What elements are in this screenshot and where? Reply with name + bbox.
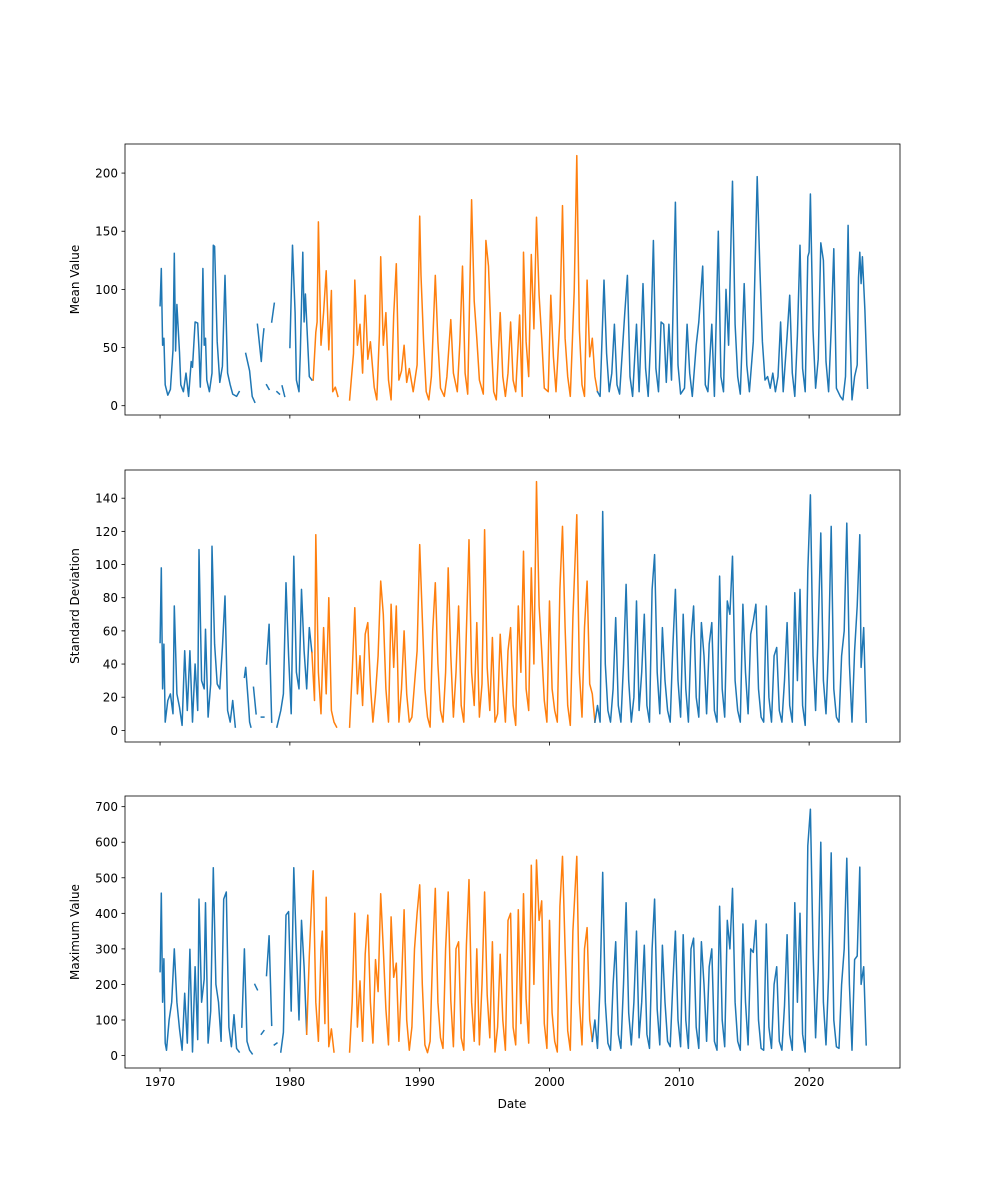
series-line [281, 384, 286, 398]
y-tick-label: 150 [95, 225, 118, 239]
x-axis-label: Date [498, 1097, 527, 1111]
y-tick-label: 20 [103, 691, 118, 705]
series-line [265, 623, 273, 723]
x-tick-label: 2000 [534, 1075, 565, 1089]
y-tick-label: 500 [95, 871, 118, 885]
series-line [270, 302, 276, 323]
x-tick-label: 1980 [275, 1075, 306, 1089]
x-tick-label: 1990 [404, 1075, 435, 1089]
axes-frame [124, 795, 901, 1069]
y-tick-label: 120 [95, 525, 118, 539]
y-axis-label: Maximum Value [68, 884, 82, 980]
series-line [348, 855, 594, 1054]
series-line [311, 533, 338, 729]
y-tick-label: 100 [95, 1014, 118, 1028]
axes-frame [124, 143, 901, 416]
y-tick-label: 400 [95, 907, 118, 921]
series-line [260, 1029, 265, 1036]
series-line [265, 934, 273, 1027]
y-tick-label: 60 [103, 624, 118, 638]
series-line [348, 480, 596, 728]
standard-deviation-panel: 0 20 40 60 80 100 120 140 Standard Deviation [68, 469, 901, 746]
series-line [241, 948, 254, 1055]
maximum-value-panel: 0 100 200 300 400 500 600 700 1970 1980 1990 2000 20… [68, 795, 901, 1111]
y-tick-label: 100 [95, 283, 118, 297]
y-tick-label: 0 [110, 1049, 118, 1063]
series-line [253, 983, 259, 991]
series-line [279, 867, 308, 1053]
series-line [348, 154, 599, 401]
subplots: 0 50 100 150 200 Mean Value 0 20 40 60 80 100 120 140… [68, 143, 901, 1111]
y-tick-label: 600 [95, 836, 118, 850]
series-line [289, 244, 313, 393]
axes-frame [124, 469, 901, 743]
y-tick-label: 140 [95, 492, 118, 506]
y-tick-label: 80 [103, 591, 118, 605]
series-line [265, 383, 271, 391]
mean-value-panel: 0 50 100 150 200 Mean Value [68, 143, 901, 419]
y-tick-label: 0 [110, 724, 118, 738]
series-line [273, 1042, 278, 1046]
series-line [244, 352, 256, 404]
series-line [591, 808, 867, 1053]
y-tick-label: 200 [95, 167, 118, 181]
y-tick-label: 200 [95, 978, 118, 992]
y-axis-label: Mean Value [68, 245, 82, 314]
x-tick-label: 1970 [145, 1075, 176, 1089]
y-tick-label: 100 [95, 558, 118, 572]
series-line [312, 221, 339, 398]
plot-area [159, 154, 869, 404]
y-axis-label: Standard Deviation [68, 548, 82, 664]
x-tick-label: 2020 [794, 1075, 825, 1089]
series-line [159, 545, 237, 728]
y-tick-label: 700 [95, 800, 118, 814]
y-tick-label: 50 [103, 341, 118, 355]
plot-area [159, 480, 867, 729]
series-line [243, 666, 252, 729]
series-line [275, 555, 313, 729]
series-line [256, 323, 265, 363]
series-line [275, 390, 281, 396]
y-tick-label: 0 [110, 399, 118, 413]
series-line [159, 244, 241, 398]
y-tick-label: 40 [103, 658, 118, 672]
series-line [252, 686, 257, 715]
series-line [596, 175, 869, 401]
y-tick-label: 300 [95, 942, 118, 956]
x-tick-label: 2010 [664, 1075, 695, 1089]
plot-area [159, 808, 867, 1055]
series-line [594, 494, 867, 727]
series-line [305, 869, 335, 1053]
series-line [159, 867, 241, 1054]
